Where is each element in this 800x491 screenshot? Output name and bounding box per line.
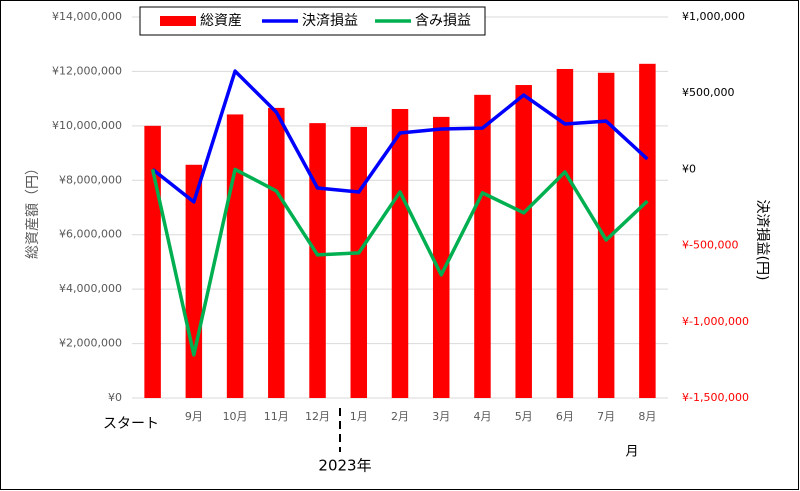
bar — [556, 68, 574, 399]
x-tick-label: 2月 — [391, 410, 409, 423]
legend-swatch — [160, 16, 196, 26]
x-tick-label: 1月 — [350, 410, 368, 423]
x-tick-label: 10月 — [223, 410, 248, 423]
y2-tick-label: ¥0 — [682, 162, 696, 175]
y-tick-label: ¥8,000,000 — [59, 173, 122, 186]
y2-tick-label: ¥1,000,000 — [682, 10, 745, 23]
y2-axis-title: 決済損益(円) — [754, 200, 770, 281]
line-series — [151, 69, 649, 204]
x-tick-label: 4月 — [473, 410, 491, 423]
x-tick-label: 12月 — [305, 410, 330, 423]
bar — [474, 94, 491, 398]
x-tick-label: 9月 — [185, 410, 203, 423]
bar — [432, 116, 450, 398]
y-tick-label: ¥12,000,000 — [52, 64, 122, 77]
y-axis-title: 総資産額（円） — [25, 161, 41, 259]
bar — [515, 85, 532, 399]
month-annotation: 月 — [625, 445, 638, 460]
bar — [391, 108, 409, 398]
y-tick-label: ¥0 — [108, 391, 122, 404]
y2-tick-label: ¥500,000 — [682, 86, 735, 99]
bar — [144, 125, 161, 398]
line-series — [150, 167, 649, 357]
x-tick-label: 11月 — [264, 410, 289, 423]
bar — [309, 123, 326, 398]
y-tick-label: ¥14,000,000 — [52, 10, 122, 23]
y-tick-label: ¥2,000,000 — [59, 337, 122, 350]
y-tick-label: ¥10,000,000 — [52, 119, 122, 132]
x-tick-label: 6月 — [556, 410, 574, 423]
x-tick-label: 7月 — [597, 410, 615, 423]
x-tick-label: スタート — [103, 416, 159, 432]
bar — [639, 63, 656, 399]
bar — [268, 107, 285, 398]
bar — [226, 114, 244, 399]
legend-box — [139, 6, 486, 36]
y2-tick-label: ¥-500,000 — [682, 239, 738, 252]
y-tick-label: ¥6,000,000 — [59, 228, 122, 241]
bar — [597, 72, 615, 399]
y2-tick-label: ¥-1,000,000 — [682, 315, 749, 328]
bar — [350, 126, 368, 399]
y2-tick-label: ¥-1,500,000 — [682, 391, 749, 404]
legend-label: 決済損益 — [302, 13, 358, 29]
x-tick-label: 8月 — [638, 410, 656, 423]
y-tick-label: ¥4,000,000 — [59, 282, 122, 295]
legend-label: 含み損益 — [415, 13, 471, 29]
year-annotation: 2023年 — [318, 457, 371, 475]
legend-label: 総資産 — [200, 13, 242, 29]
x-tick-label: 3月 — [432, 410, 450, 423]
x-tick-label: 5月 — [515, 410, 533, 423]
